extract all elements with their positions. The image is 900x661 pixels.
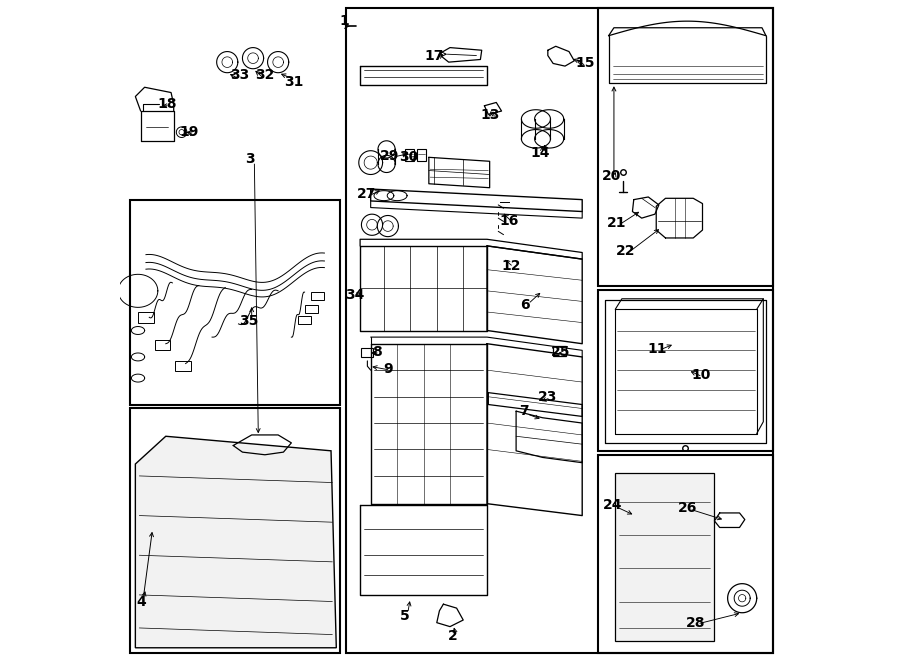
Bar — [304, 305, 318, 313]
Bar — [155, 340, 170, 350]
Bar — [405, 149, 414, 161]
Bar — [175, 361, 191, 371]
Text: 4: 4 — [137, 594, 146, 609]
Bar — [598, 455, 772, 653]
Text: 21: 21 — [607, 216, 626, 231]
Text: 16: 16 — [500, 214, 519, 228]
Text: 26: 26 — [679, 500, 698, 515]
Text: 31: 31 — [284, 75, 303, 89]
Text: 5: 5 — [400, 609, 410, 623]
Bar — [138, 312, 154, 323]
Bar — [623, 502, 653, 529]
Bar — [598, 8, 772, 286]
Text: 27: 27 — [357, 187, 376, 202]
Text: 10: 10 — [691, 368, 711, 383]
Text: 25: 25 — [552, 344, 571, 359]
Text: 17: 17 — [425, 48, 444, 63]
Text: 20: 20 — [602, 169, 622, 183]
Bar — [362, 348, 374, 357]
Text: 11: 11 — [648, 342, 667, 356]
Bar — [598, 290, 772, 451]
Text: 7: 7 — [519, 404, 529, 418]
Bar — [298, 316, 311, 324]
Text: 19: 19 — [179, 125, 199, 139]
Bar — [311, 292, 324, 300]
Text: 14: 14 — [530, 146, 550, 161]
Text: 1: 1 — [339, 14, 349, 28]
Text: 18: 18 — [158, 97, 176, 112]
Text: 33: 33 — [230, 68, 249, 83]
Polygon shape — [616, 473, 715, 641]
Text: 8: 8 — [373, 344, 382, 359]
Text: 34: 34 — [345, 288, 364, 302]
Text: 32: 32 — [256, 68, 274, 83]
Text: 6: 6 — [520, 298, 530, 313]
Text: 28: 28 — [686, 615, 706, 630]
Text: 29: 29 — [380, 149, 399, 163]
Bar — [346, 8, 772, 653]
Polygon shape — [135, 436, 337, 648]
Bar — [554, 346, 566, 356]
Text: 15: 15 — [575, 56, 595, 71]
Text: 13: 13 — [480, 108, 500, 122]
Text: 30: 30 — [400, 150, 419, 165]
Bar — [130, 408, 340, 653]
Bar — [417, 149, 427, 161]
Text: 23: 23 — [538, 389, 557, 404]
Text: 9: 9 — [383, 362, 392, 376]
Text: 2: 2 — [448, 629, 457, 643]
Text: 22: 22 — [616, 244, 635, 258]
Text: 24: 24 — [603, 498, 623, 512]
Bar — [130, 200, 340, 405]
Text: 12: 12 — [501, 258, 520, 273]
Text: 3: 3 — [246, 151, 256, 166]
Text: 35: 35 — [239, 314, 258, 329]
